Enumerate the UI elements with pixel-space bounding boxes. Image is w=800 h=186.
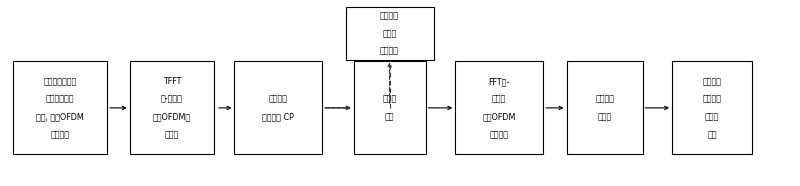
- Text: 域符号: 域符号: [165, 130, 179, 139]
- Bar: [346, 7, 434, 60]
- Bar: [672, 61, 752, 154]
- Bar: [13, 61, 107, 154]
- Text: 在频域子载波上: 在频域子载波上: [43, 77, 77, 86]
- Text: FFT时-: FFT时-: [489, 77, 510, 86]
- Text: 数据, 构成OFDM: 数据, 构成OFDM: [36, 112, 84, 121]
- Text: 与补偿: 与补偿: [598, 112, 612, 121]
- Text: 同步位置: 同步位置: [380, 11, 399, 20]
- Text: 信道估计: 信道估计: [595, 94, 614, 104]
- Text: 频-时变换: 频-时变换: [161, 94, 183, 104]
- Text: 解出OFDM: 解出OFDM: [482, 112, 516, 121]
- Bar: [455, 61, 543, 154]
- Bar: [234, 61, 322, 154]
- Text: 数据流: 数据流: [382, 94, 397, 104]
- Text: 频变换: 频变换: [492, 94, 506, 104]
- Text: 频域符号: 频域符号: [50, 130, 70, 139]
- Text: 每子载波: 每子载波: [702, 77, 722, 86]
- Text: 分割: 分割: [385, 112, 394, 121]
- Text: 放置调制好的: 放置调制好的: [46, 94, 74, 104]
- Text: 数据: 数据: [707, 130, 717, 139]
- Text: 调得到: 调得到: [705, 112, 719, 121]
- Text: 判决和: 判决和: [382, 29, 397, 38]
- Text: TFFT: TFFT: [163, 77, 181, 86]
- Text: 保护间隔 CP: 保护间隔 CP: [262, 112, 294, 121]
- Text: 频域符号: 频域符号: [490, 130, 509, 139]
- Bar: [130, 61, 214, 154]
- Text: 频偏检测: 频偏检测: [380, 47, 399, 56]
- Bar: [567, 61, 643, 154]
- Text: 上进行解: 上进行解: [702, 94, 722, 104]
- Bar: [354, 61, 426, 154]
- Text: 形成OFDM时: 形成OFDM时: [153, 112, 191, 121]
- Text: 添加时域: 添加时域: [269, 94, 288, 104]
